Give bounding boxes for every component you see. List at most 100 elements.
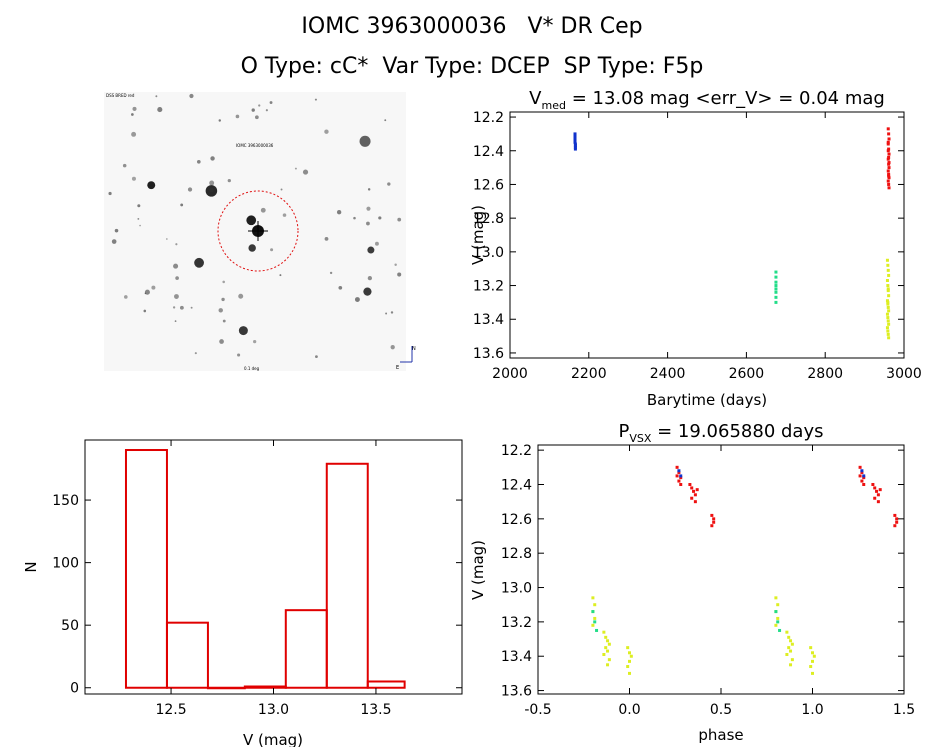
data-point-green <box>778 628 782 632</box>
y-tick-label: 13.6 <box>473 346 504 362</box>
histogram-bar <box>366 680 406 689</box>
data-point-blue <box>679 474 683 478</box>
y-axis-label: V (mag) <box>469 540 487 600</box>
data-point-yellow <box>812 654 816 658</box>
data-point-blue <box>573 142 577 146</box>
histogram-bar <box>165 621 209 689</box>
star <box>235 114 240 119</box>
star <box>255 115 259 120</box>
axes: 2000 2200 2400 2600 2800 3000 12.2 12.4 12.6 12.8… <box>473 110 922 382</box>
data-point-green <box>774 270 778 274</box>
star <box>367 246 375 254</box>
star <box>174 294 179 299</box>
x-tick-label: 13.0 <box>258 702 289 718</box>
star <box>196 159 201 164</box>
star <box>397 272 402 277</box>
data-point-green <box>774 284 778 288</box>
page-title: IOMC 3963000036 V* DR Cep <box>301 14 643 39</box>
star <box>221 297 225 302</box>
data-point-red <box>887 182 891 186</box>
x-tick-label: 3000 <box>886 366 922 382</box>
star <box>384 119 387 122</box>
data-point-yellow <box>628 671 631 675</box>
data-point-green <box>774 290 778 294</box>
data-point-green <box>774 295 778 299</box>
data-point-yellow <box>886 319 890 323</box>
star <box>179 305 184 310</box>
data-point-red <box>887 186 891 190</box>
star <box>251 108 255 112</box>
data-point-red <box>712 517 716 521</box>
data-point-blue <box>860 469 864 473</box>
data-point-yellow <box>789 663 793 667</box>
y-tick-label: 12.8 <box>501 546 532 562</box>
star <box>111 239 117 244</box>
y-tick-label: 12.4 <box>501 477 532 493</box>
data-point-yellow <box>790 642 794 646</box>
y-tick-label: 12.2 <box>501 443 532 459</box>
data-point-yellow <box>591 623 595 627</box>
phased-lightcurve-chart: -0.5 0.0 0.5 1.0 1.5 12.2 12.4 12.6 12.8 13.0 13.2… <box>469 421 915 744</box>
star <box>366 206 371 211</box>
data-point-red <box>862 476 866 480</box>
data-point-red <box>886 169 890 173</box>
star <box>302 169 309 175</box>
x-tick-label: 2400 <box>650 366 686 382</box>
x-tick-label: 1.5 <box>893 702 915 718</box>
data-point-red <box>887 172 891 176</box>
data-point-yellow <box>790 658 794 662</box>
star <box>219 339 224 344</box>
star <box>137 217 140 220</box>
x-tick-label: 0.0 <box>618 702 640 718</box>
finder-label-north: N <box>412 346 416 352</box>
histogram-bar <box>243 685 287 689</box>
x-tick-label: 0.5 <box>710 702 732 718</box>
data-point-yellow <box>626 646 630 650</box>
data-point-blue <box>573 145 577 149</box>
data-point-red <box>887 166 891 170</box>
data-point-yellow <box>887 294 891 298</box>
data-point-red <box>887 132 891 136</box>
data-point-yellow <box>604 646 608 650</box>
star <box>260 207 266 213</box>
data-point-blue <box>573 134 577 138</box>
data-point-blue <box>573 147 577 151</box>
data-point-red <box>693 493 697 497</box>
data-point-yellow <box>886 316 890 320</box>
data-point-red <box>692 489 696 493</box>
x-tick-label: 2800 <box>807 366 843 382</box>
star <box>218 119 221 122</box>
y-tick-label: 13.2 <box>473 279 504 295</box>
star <box>114 228 119 233</box>
data-point-green <box>774 287 778 291</box>
data-point-yellow <box>593 603 597 607</box>
x-tick-label: 12.5 <box>155 702 186 718</box>
data-point-red <box>710 524 714 528</box>
data-point-yellow <box>602 653 606 657</box>
star <box>354 297 360 302</box>
data-point-yellow <box>885 312 889 316</box>
star <box>139 224 141 227</box>
data-point-yellow <box>774 596 778 600</box>
y-tick-label: 150 <box>52 493 79 509</box>
star <box>180 203 184 207</box>
star <box>131 176 136 181</box>
axes: -0.5 0.0 0.5 1.0 1.5 12.2 12.4 12.6 12.8 13.0 13.2… <box>501 443 915 718</box>
star <box>222 280 225 284</box>
histogram-bar <box>284 609 328 689</box>
data-point-red <box>688 482 692 486</box>
x-tick-label: 2000 <box>492 366 528 382</box>
x-axis-label: phase <box>698 726 743 744</box>
finder-image: DSS BRED red IOMC 3963000036 0.1 deg N E <box>104 92 416 371</box>
star <box>194 352 197 355</box>
x-axis-label: Barytime (days) <box>647 391 767 409</box>
data-point-yellow <box>886 263 890 267</box>
data-point-red <box>887 152 891 156</box>
data-point-yellow <box>787 635 791 639</box>
data-point-yellow <box>789 639 793 643</box>
star <box>175 276 179 280</box>
star <box>174 320 177 322</box>
y-axis-label: V (mag) <box>469 205 487 265</box>
star <box>218 308 223 313</box>
